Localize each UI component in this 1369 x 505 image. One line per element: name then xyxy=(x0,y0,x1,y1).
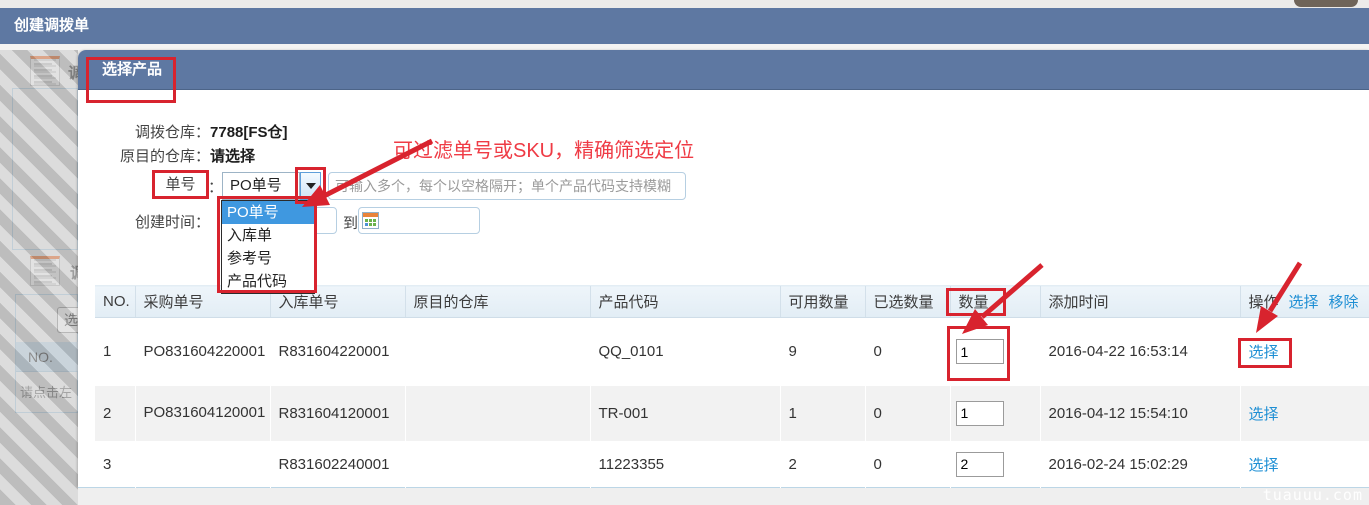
product-table: NO. 采购单号 入库单号 原目的仓库 产品代码 可用数量 已选数量 数量 添加… xyxy=(95,285,1369,488)
cell-available: 9 xyxy=(779,317,865,386)
cell-receipt: R831604120001 xyxy=(269,385,405,441)
col-header-actions: 操作 选择 移除 xyxy=(1239,285,1369,318)
disabled-overlay xyxy=(0,50,78,505)
watermark: tuauuu.com xyxy=(1262,486,1363,504)
mid-strip xyxy=(0,44,1369,50)
col-header-available: 可用数量 xyxy=(779,285,865,318)
table-row: 3 R831602240001 11223355 2 0 2016-02-24 … xyxy=(95,440,1369,488)
page-title: 创建调拨单 xyxy=(0,8,1369,44)
filter-input[interactable] xyxy=(328,172,686,200)
select-row-link[interactable]: 选择 xyxy=(1248,405,1279,423)
order-type-dropdown-list: PO单号 入库单 参考号 产品代码 xyxy=(221,200,315,294)
cell-po xyxy=(134,440,270,488)
cell-no: 2 xyxy=(103,404,112,422)
col-header-qty: 数量 xyxy=(949,285,1040,318)
cell-added: 2016-04-12 15:54:10 xyxy=(1039,385,1240,441)
cell-sku: QQ_0101 xyxy=(589,317,780,386)
panel-title: 选择产品 xyxy=(78,50,1369,90)
chevron-down-icon xyxy=(305,183,316,189)
created-time-label: 创建时间： xyxy=(135,214,211,231)
cell-dest xyxy=(404,440,590,488)
dropdown-option-inbound[interactable]: 入库单 xyxy=(227,227,273,244)
cell-added: 2016-04-22 16:53:14 xyxy=(1039,317,1240,386)
cell-qty xyxy=(949,317,1040,386)
dropdown-arrow-button[interactable] xyxy=(300,172,321,200)
select-row-link[interactable]: 选择 xyxy=(1248,344,1279,362)
cell-no: 1 xyxy=(103,343,112,361)
cell-receipt: R831602240001 xyxy=(269,440,405,488)
cell-selected: 0 xyxy=(864,317,950,386)
col-header-dest: 原目的仓库 xyxy=(404,285,590,318)
cell-po: PO831604220001 xyxy=(134,317,270,386)
cell-selected: 0 xyxy=(864,440,950,488)
cell-available: 2 xyxy=(779,440,865,488)
col-header-selected: 已选数量 xyxy=(864,285,950,318)
cell-dest xyxy=(404,317,590,386)
cell-receipt: R831604220001 xyxy=(269,317,405,386)
qty-input[interactable] xyxy=(955,451,1004,477)
dest-warehouse-value[interactable]: 请选择 xyxy=(210,148,256,165)
dropdown-option-sku[interactable]: 产品代码 xyxy=(227,273,288,290)
cell-action: 选择 xyxy=(1239,317,1369,386)
table-row: 2 PO831604120001 R831604120001 TR-001 1 … xyxy=(95,385,1369,441)
order-type-select[interactable]: PO单号 xyxy=(222,172,300,200)
cell-selected: 0 xyxy=(864,385,950,441)
top-strip xyxy=(0,0,1369,8)
panel-footer-strip xyxy=(78,487,1369,505)
cell-sku: TR-001 xyxy=(589,385,780,441)
dropdown-option-po[interactable]: PO单号 xyxy=(222,201,314,224)
cell-added: 2016-02-24 15:02:29 xyxy=(1039,440,1240,488)
cell-qty xyxy=(949,440,1040,488)
cell-sku: 11223355 xyxy=(589,440,780,488)
qty-input[interactable] xyxy=(955,400,1004,426)
actions-label: 操作 xyxy=(1248,294,1279,311)
qty-input[interactable] xyxy=(955,339,1004,365)
cell-action: 选择 xyxy=(1239,440,1369,488)
table-row: 1 PO831604220001 R831604220001 QQ_0101 9… xyxy=(95,317,1369,386)
col-header-sku: 产品代码 xyxy=(589,285,780,318)
to-label: 到 xyxy=(343,215,359,232)
top-right-chip xyxy=(1294,0,1358,7)
transfer-warehouse-value: 7788[FS仓] xyxy=(210,124,288,141)
cell-dest xyxy=(404,385,590,441)
col-header-no: NO. xyxy=(95,285,135,318)
dest-warehouse-line: 原目的仓库：请选择 xyxy=(120,145,255,166)
annotation-tip: 可过滤单号或SKU，精确筛选定位 xyxy=(393,140,695,162)
calendar-icon[interactable] xyxy=(362,212,379,229)
remove-all-link[interactable]: 移除 xyxy=(1328,294,1359,311)
select-row-link[interactable]: 选择 xyxy=(1248,456,1279,474)
cell-po: PO831604120001 xyxy=(134,385,270,441)
select-all-link[interactable]: 选择 xyxy=(1288,294,1319,311)
date-to-input[interactable] xyxy=(358,207,480,234)
order-no-colon: ： xyxy=(208,179,224,196)
transfer-warehouse-label: 调拨仓库： xyxy=(135,124,211,141)
col-header-added: 添加时间 xyxy=(1039,285,1240,318)
cell-qty xyxy=(949,385,1040,441)
cell-available: 1 xyxy=(779,385,865,441)
dropdown-option-reference[interactable]: 参考号 xyxy=(227,250,273,267)
cell-action: 选择 xyxy=(1239,385,1369,441)
dest-warehouse-label: 原目的仓库： xyxy=(120,148,211,165)
cell-no: 3 xyxy=(103,455,112,473)
transfer-warehouse-line: 调拨仓库：7788[FS仓] xyxy=(135,121,288,142)
